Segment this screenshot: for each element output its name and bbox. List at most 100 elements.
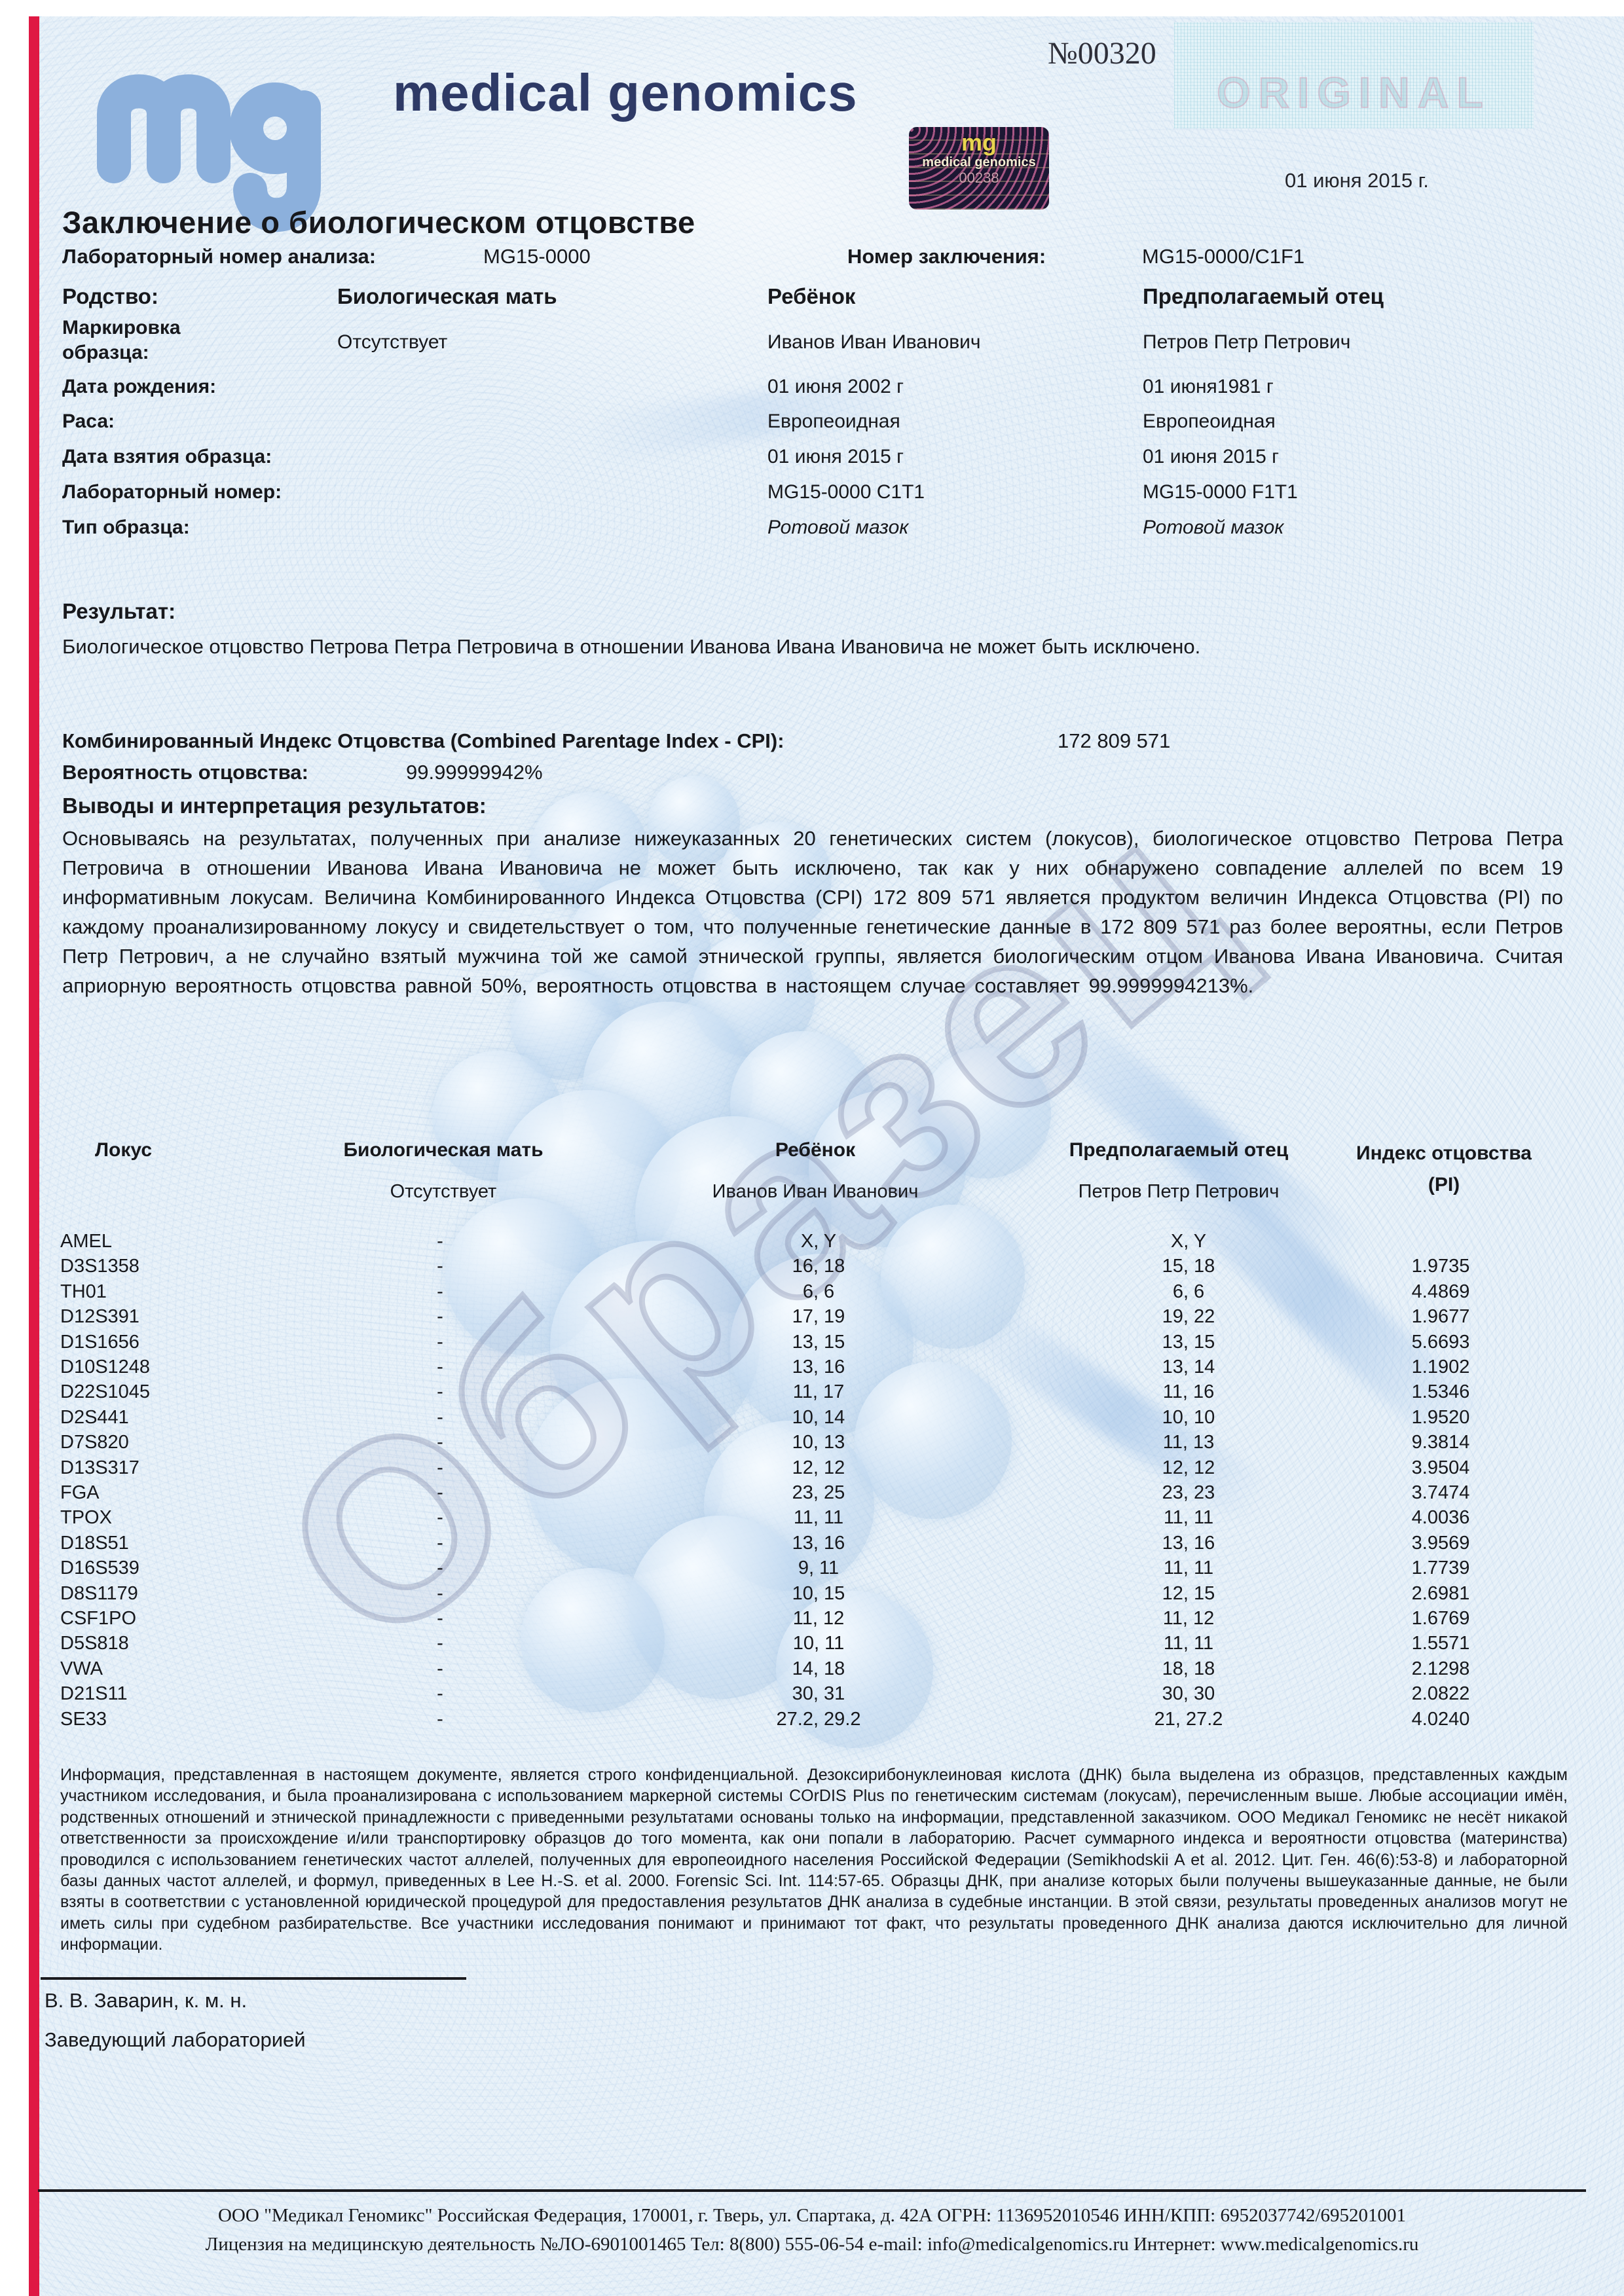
cell-mother: - [437, 1683, 443, 1705]
cell-pi: 1.7739 [1411, 1558, 1470, 1579]
table-header-father: Предполагаемый отец [1069, 1139, 1289, 1161]
cell-locus: D13S317 [60, 1457, 139, 1478]
cell-father: 13, 16 [1162, 1532, 1215, 1554]
report-number-value: MG15-0000/C1F1 [1142, 245, 1305, 268]
table-row: D5S818 - 10, 11 11, 11 1.5571 [0, 1633, 1624, 1658]
cell-locus: D18S51 [60, 1532, 129, 1554]
signature-name: В. В. Заварин, к. м. н. [45, 1989, 248, 2012]
father-collection-date: 01 июня 2015 г [1143, 446, 1280, 467]
footer-address: ООО "Медикал Геномикс" Российская Федера… [217, 2205, 1406, 2226]
cell-father: 11, 16 [1162, 1381, 1215, 1403]
cell-pi: 3.9569 [1411, 1532, 1470, 1554]
cell-mother: - [437, 1558, 443, 1579]
table-row: D18S51 - 13, 16 13, 16 3.9569 [0, 1533, 1624, 1558]
cell-mother: - [437, 1608, 443, 1629]
father-sample-type: Ротовой мазок [1143, 517, 1284, 538]
mother-sample-marking: Отсутствует [337, 331, 448, 353]
doc-number: №00320 [1048, 36, 1156, 71]
sample-marking-label: Маркировка образца: [62, 317, 181, 363]
child-lab-id: MG15-0000 C1T1 [767, 481, 925, 503]
cell-pi: 4.0240 [1411, 1708, 1470, 1730]
cell-mother: - [437, 1507, 443, 1529]
table-subheader-father: Петров Петр Петрович [1078, 1181, 1280, 1202]
hologram-mg-logo: mg [961, 129, 997, 156]
hologram-sticker: mg medical genomics 00238 [909, 127, 1049, 210]
cell-pi: 1.6769 [1411, 1608, 1470, 1629]
cell-mother: - [437, 1432, 443, 1453]
cell-locus: D16S539 [60, 1558, 139, 1579]
cell-locus: D21S11 [60, 1683, 128, 1705]
cell-father: 13, 14 [1162, 1357, 1215, 1377]
cell-child: 17, 19 [792, 1306, 845, 1328]
father-lab-id: MG15-0000 F1T1 [1143, 481, 1298, 503]
cell-mother: - [437, 1532, 443, 1554]
cell-mother: - [437, 1658, 443, 1679]
cell-pi: 2.6981 [1411, 1582, 1470, 1604]
cell-pi: 4.4869 [1411, 1281, 1470, 1302]
result-heading: Результат: [62, 599, 176, 623]
cell-mother: - [437, 1457, 443, 1478]
cell-mother: - [437, 1482, 443, 1503]
child-column-header: Ребёнок [767, 284, 856, 308]
decor-bubble [920, 1048, 1051, 1178]
cell-child: 16, 18 [792, 1256, 845, 1277]
table-row: D7S820 - 10, 13 11, 13 9.3814 [0, 1432, 1624, 1457]
cell-locus: TPOX [60, 1507, 112, 1529]
decor-bubble [521, 1568, 665, 1712]
table-row: AMEL - X, Y X, Y [0, 1231, 1624, 1256]
probability-value: 99.99999942% [406, 761, 543, 784]
cell-pi: 1.9677 [1411, 1306, 1470, 1328]
cell-locus: SE33 [60, 1708, 107, 1730]
cell-pi: 4.0036 [1411, 1507, 1470, 1529]
cell-pi: 5.6693 [1411, 1331, 1470, 1353]
decor-bubble [776, 1591, 933, 1748]
cell-father: 12, 15 [1162, 1582, 1215, 1604]
table-row: D10S1248 - 13, 16 13, 14 1.1902 [0, 1357, 1624, 1381]
cell-father: 11, 11 [1163, 1507, 1214, 1529]
table-header-locus: Локус [95, 1139, 153, 1161]
cell-child: 10, 15 [792, 1582, 845, 1604]
cell-child: 13, 15 [792, 1331, 845, 1353]
signature-role: Заведующий лабораторией [45, 2028, 306, 2051]
cell-child: 10, 11 [792, 1633, 845, 1654]
father-column-header: Предполагаемый отец [1143, 284, 1384, 308]
conclusions-heading: Выводы и интерпретация результатов: [62, 793, 487, 818]
report-number-label: Номер заключения: [847, 245, 1046, 268]
cell-locus: AMEL [60, 1231, 112, 1252]
table-row: D1S1656 - 13, 15 13, 15 5.6693 [0, 1332, 1624, 1357]
table-row: CSF1PO - 11, 12 11, 12 1.6769 [0, 1608, 1624, 1633]
cell-pi: 1.5346 [1411, 1381, 1470, 1403]
cell-child: 27.2, 29.2 [776, 1708, 861, 1730]
mg-logo-icon [97, 74, 321, 232]
cell-pi: 1.5571 [1411, 1633, 1470, 1654]
relation-label: Родство: [62, 284, 158, 308]
cell-child: 11, 12 [792, 1608, 845, 1629]
cell-father: 12, 12 [1162, 1457, 1215, 1478]
cell-father: 11, 11 [1163, 1558, 1214, 1579]
table-row: TPOX - 11, 11 11, 11 4.0036 [0, 1507, 1624, 1532]
cell-locus: D7S820 [60, 1432, 129, 1453]
cell-mother: - [437, 1633, 443, 1654]
cell-father: 6, 6 [1172, 1281, 1205, 1302]
cell-child: 13, 16 [792, 1532, 845, 1554]
father-race: Европеоидная [1143, 410, 1276, 432]
cell-mother: - [437, 1381, 443, 1403]
cell-locus: D3S1358 [60, 1256, 139, 1277]
table-header-pi: Индекс отцовства (PI) [1356, 1142, 1532, 1195]
cell-father: 11, 13 [1162, 1432, 1215, 1453]
cell-father: X, Y [1170, 1231, 1207, 1252]
child-collection-date: 01 июня 2015 г [767, 446, 904, 467]
cell-locus: D10S1248 [60, 1357, 151, 1377]
table-header-mother: Биологическая мать [343, 1139, 544, 1161]
table-row: FGA - 23, 25 23, 23 3.7474 [0, 1482, 1624, 1507]
collection-date-label: Дата взятия образца: [62, 446, 272, 467]
cell-locus: D12S391 [60, 1306, 139, 1328]
cell-child: 11, 17 [792, 1381, 845, 1403]
cell-child: 12, 12 [792, 1457, 845, 1478]
cell-locus: D22S1045 [60, 1381, 151, 1403]
cell-child: 10, 14 [792, 1406, 845, 1428]
cell-father: 30, 30 [1162, 1683, 1215, 1705]
report-date: 01 июня 2015 г. [1285, 169, 1429, 192]
cell-father: 11, 11 [1163, 1633, 1214, 1654]
table-header-child: Ребёнок [775, 1139, 856, 1161]
